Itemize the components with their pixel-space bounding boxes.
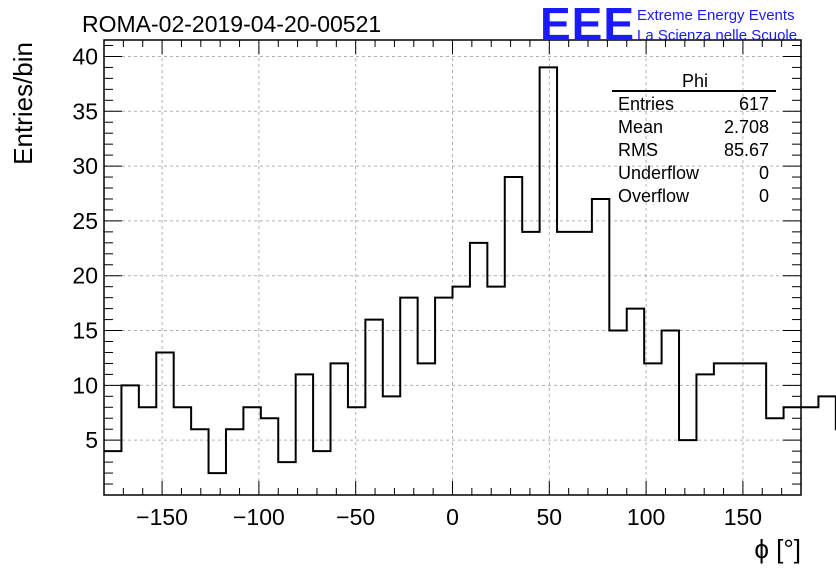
y-tick-label: 40	[72, 43, 98, 69]
project-name: Extreme Energy Events	[637, 7, 795, 24]
stats-rows: Entries 617 Mean 2.708 RMS 85.67 Underflow 0 Ove…	[618, 94, 769, 206]
stats-value: 0	[759, 163, 769, 183]
x-tick-label: −150	[136, 504, 188, 530]
x-tick-label: −100	[233, 504, 285, 530]
stats-box: Phi Entries 617 Mean 2.708 RMS 85.67 Underflow…	[612, 71, 776, 206]
stats-value: 0	[759, 186, 769, 206]
x-tick-label: 100	[627, 504, 665, 530]
stats-value: 2.708	[724, 117, 769, 137]
chart-title: ROMA-02-2019-04-20-00521	[82, 11, 381, 37]
y-tick-label: 5	[85, 427, 98, 453]
x-tick-label: 50	[537, 504, 563, 530]
y-tick-label: 35	[72, 98, 98, 124]
y-tick-labels: 5 10 15 20 25 30 35 40	[72, 43, 98, 453]
stats-label: Overflow	[618, 186, 690, 206]
grid-lines	[104, 40, 801, 495]
stats-value: 85.67	[724, 140, 769, 160]
stats-label: Underflow	[618, 163, 700, 183]
project-subtitle: La Scienza nelle Scuole	[637, 27, 797, 44]
y-tick-label: 15	[72, 318, 98, 344]
stats-label: RMS	[618, 140, 658, 160]
y-axis-label: Entries/bin	[8, 42, 38, 165]
y-tick-label: 10	[72, 372, 98, 398]
x-axis-label: ϕ [°]	[754, 534, 801, 564]
x-tick-label: −50	[336, 504, 375, 530]
x-tick-label: 0	[446, 504, 459, 530]
stats-label: Entries	[618, 94, 674, 114]
y-tick-label: 25	[72, 208, 98, 234]
stats-value: 617	[739, 94, 769, 114]
y-tick-label: 30	[72, 153, 98, 179]
axis-ticks	[103, 40, 802, 496]
x-tick-label: 150	[724, 504, 762, 530]
eee-logo: EEE	[540, 0, 635, 50]
stats-label: Mean	[618, 117, 663, 137]
stats-title: Phi	[682, 71, 708, 91]
y-tick-label: 20	[72, 263, 98, 289]
x-tick-labels: −150 −100 −50 0 50 100 150	[136, 504, 762, 530]
